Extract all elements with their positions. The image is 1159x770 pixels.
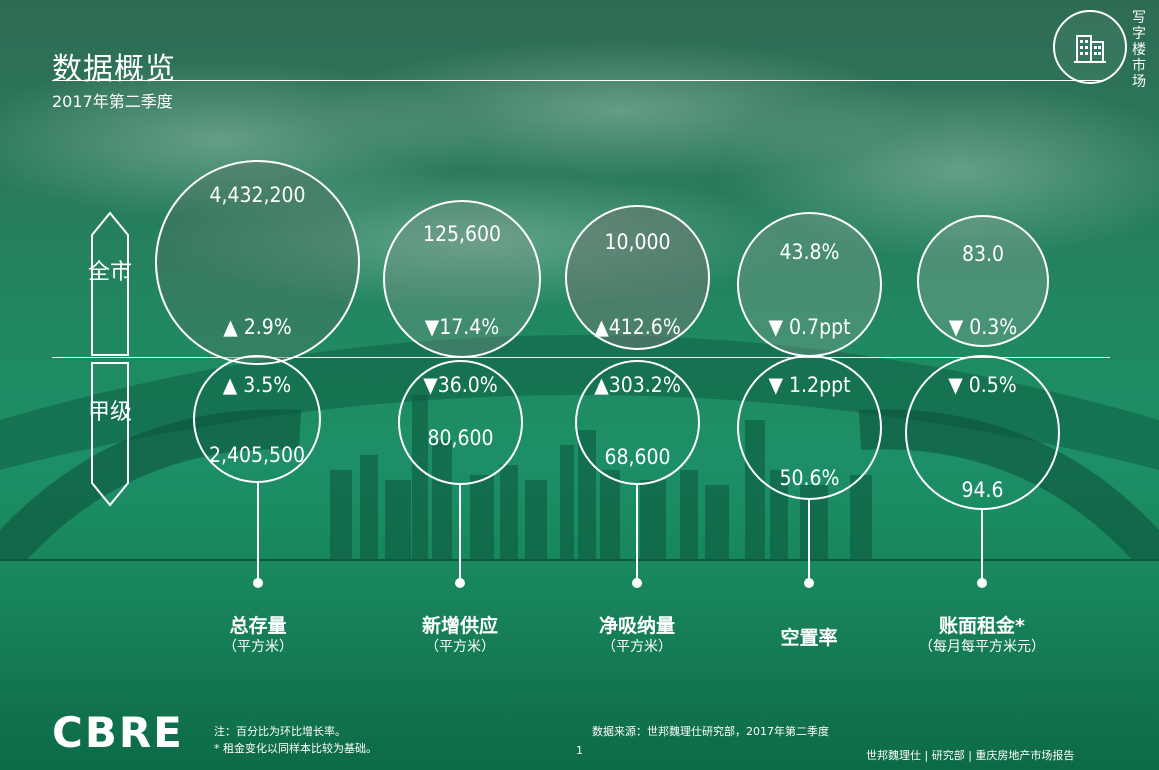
page-number: 1: [576, 744, 583, 757]
grade-a-value-new-supply: 80,600: [427, 426, 494, 450]
footer-source: 数据来源：世邦魏理仕研究部，2017年第二季度: [592, 725, 829, 738]
row-label-city: 全市: [88, 260, 133, 285]
dot-net-absorption: [632, 578, 642, 588]
city-value-net-absorption: 10,000: [604, 230, 671, 254]
city-circle-net-absorption: [565, 205, 710, 350]
grade-a-value-rent: 94.6: [961, 478, 1004, 502]
city-value-rent: 83.0: [961, 242, 1005, 266]
city-value-new-supply: 125,600: [422, 222, 502, 246]
city-circle-rent: [917, 215, 1049, 347]
footer-note-1: 注：百分比为环比增长率。: [214, 725, 346, 738]
city-change-net-absorption: ▲412.6%: [594, 315, 681, 339]
grade-a-change-net-absorption: ▲303.2%: [594, 373, 681, 397]
stem-new-supply: [459, 485, 461, 583]
city-value-vacancy: 43.8%: [779, 240, 840, 264]
divider-line: [52, 357, 1110, 358]
metric-label-net-absorption: 净吸纳量: [598, 615, 675, 637]
grade-a-circle-vacancy: [737, 355, 882, 500]
grade-a-value-total-stock: 2,405,500: [208, 443, 306, 467]
footer-note-2: * 租金变化以同样本比较为基础。: [214, 742, 377, 755]
title-underline: [52, 80, 1104, 81]
building-icon: [1074, 35, 1106, 63]
city-circle-new-supply: [383, 200, 541, 358]
metric-label-vacancy: 空置率: [780, 627, 838, 649]
metric-label-total-stock: 总存量: [229, 615, 287, 637]
grade-a-value-vacancy: 50.6%: [779, 466, 840, 490]
cbre-logo: CBRE: [52, 708, 184, 757]
metric-unit-total-stock: （平方米）: [223, 639, 293, 655]
metric-unit-net-absorption: （平方米）: [602, 639, 672, 655]
dot-rent: [977, 578, 987, 588]
stem-vacancy: [808, 500, 810, 583]
grade-a-circle-rent: [905, 355, 1060, 510]
dot-vacancy: [804, 578, 814, 588]
grade-a-change-vacancy: ▼ 1.2ppt: [768, 373, 851, 397]
grade-a-change-total-stock: ▲ 3.5%: [222, 373, 292, 397]
grade-a-value-net-absorption: 68,600: [604, 445, 671, 469]
grade-a-circle-net-absorption: [575, 360, 700, 485]
city-change-rent: ▼ 0.3%: [948, 315, 1018, 339]
row-label-grade-a: 甲级: [88, 400, 133, 425]
page-title: 数据概览: [52, 52, 176, 87]
stem-net-absorption: [636, 485, 638, 583]
city-value-total-stock: 4,432,200: [209, 183, 306, 207]
grade-a-change-new-supply: ▼36.0%: [423, 373, 498, 397]
dot-new-supply: [455, 578, 465, 588]
stem-rent: [981, 510, 983, 583]
grade-a-circle-total-stock: [193, 355, 321, 483]
metric-unit-new-supply: （平方米）: [425, 639, 495, 655]
city-circle-vacancy: [737, 212, 882, 357]
metric-label-new-supply: 新增供应: [421, 615, 498, 637]
city-change-new-supply: ▼17.4%: [424, 315, 500, 339]
row-tag-shapes: [91, 211, 129, 507]
metric-unit-rent: （每月每平方米元）: [919, 639, 1045, 655]
metric-label-rent: 账面租金*: [939, 615, 1025, 637]
grade-a-change-rent: ▼ 0.5%: [948, 373, 1017, 397]
stem-total-stock: [257, 483, 259, 583]
grade-a-circle-new-supply: [398, 360, 523, 485]
city-change-total-stock: ▲ 2.9%: [223, 315, 292, 339]
city-change-vacancy: ▼ 0.7ppt: [768, 315, 851, 339]
dot-total-stock: [253, 578, 263, 588]
page-subtitle: 2017年第二季度: [52, 92, 173, 111]
footer-report-line: 世邦魏理仕 | 研究部 | 重庆房地产市场报告: [866, 749, 1075, 762]
section-vertical-label: 写字楼市场: [1132, 10, 1146, 90]
building-icon-badge: [1053, 10, 1127, 84]
city-circle-total-stock: [155, 160, 360, 365]
